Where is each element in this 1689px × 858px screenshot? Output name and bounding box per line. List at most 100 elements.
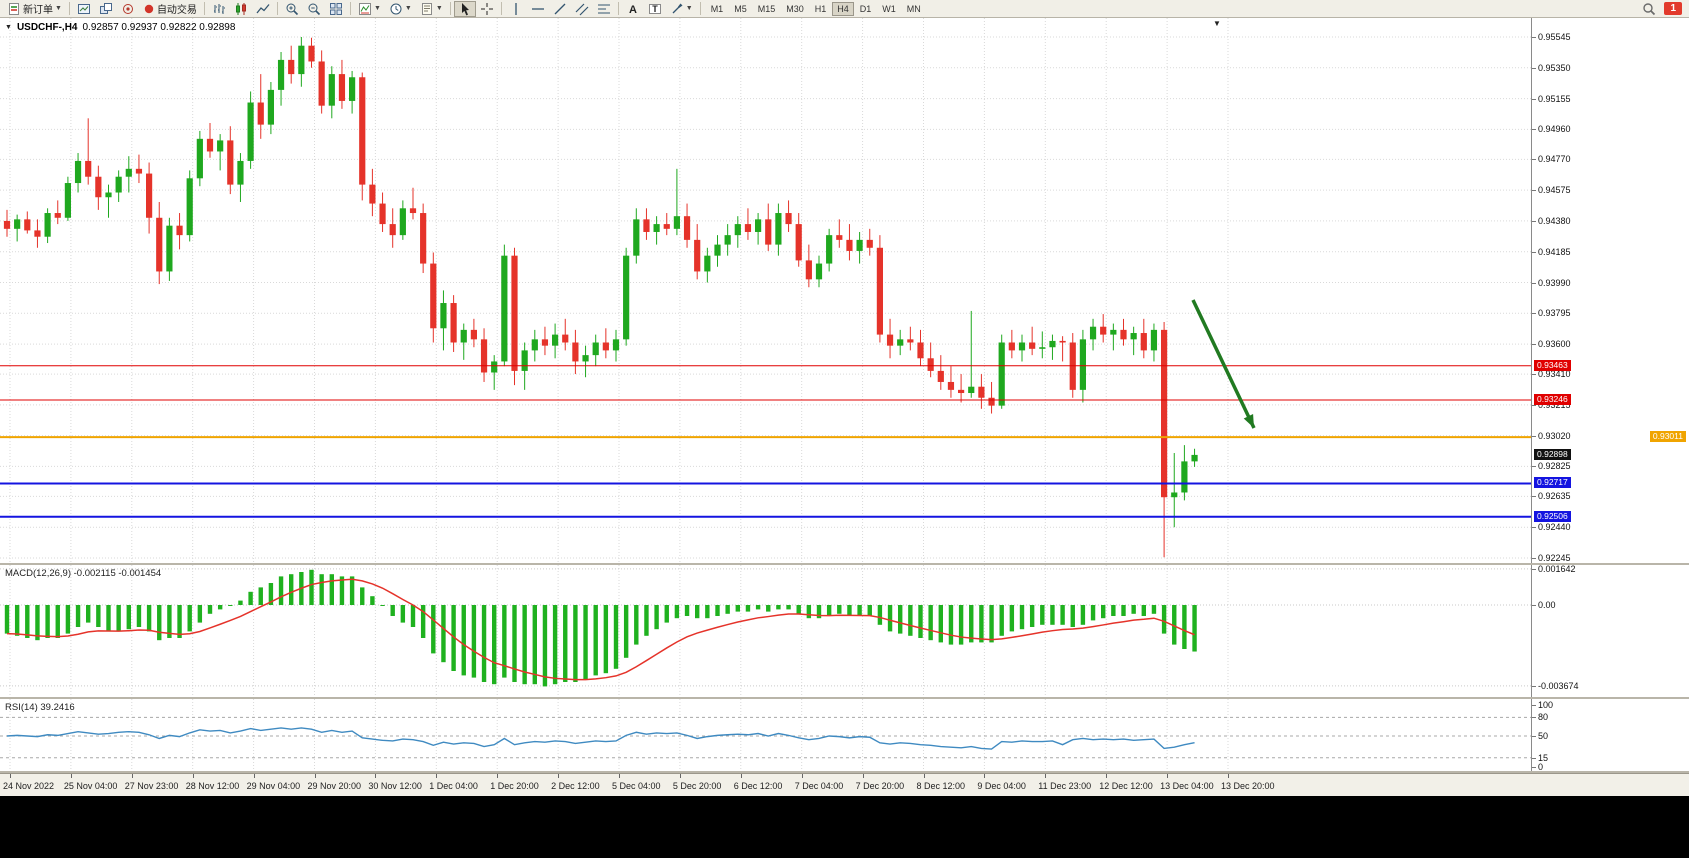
timeframe-m5[interactable]: M5 bbox=[734, 3, 747, 14]
time-tick bbox=[740, 774, 742, 778]
price-line-badge-resistance-lower[interactable]: 0.93246 bbox=[1534, 393, 1571, 405]
time-tick bbox=[1167, 774, 1169, 778]
search-button[interactable] bbox=[1638, 1, 1660, 17]
autotrading-button[interactable]: 自动交易 bbox=[139, 1, 201, 17]
rsi-tick bbox=[1532, 736, 1536, 737]
time-axis-label: 8 Dec 12:00 bbox=[916, 781, 966, 791]
timeframe-h1[interactable]: H1 bbox=[814, 3, 827, 14]
time-axis-label: 27 Nov 23:00 bbox=[124, 781, 179, 791]
zoom-out-button[interactable] bbox=[303, 1, 325, 17]
timeframe-mn[interactable]: MN bbox=[906, 3, 921, 14]
chart-menu-icon[interactable]: ▼ bbox=[5, 24, 12, 31]
candlestick-chart[interactable] bbox=[0, 18, 1531, 563]
price-scale[interactable]: 0.95545 0.95350 0.95155 0.94960 0.94770 0.945… bbox=[1531, 18, 1689, 563]
time-axis-label: 29 Nov 04:00 bbox=[246, 781, 301, 791]
arrows-tool[interactable]: ▼ bbox=[666, 1, 697, 17]
candle-chart-button[interactable] bbox=[230, 1, 252, 17]
time-axis-label: 24 Nov 2022 bbox=[3, 781, 55, 791]
notification-badge[interactable]: 1 bbox=[1664, 2, 1682, 15]
price-line-badge-orange-pivot[interactable]: 0.93011 bbox=[1649, 431, 1686, 443]
price-tick-label: 0.92245 bbox=[1538, 553, 1571, 563]
indicators-button[interactable]: ▼ bbox=[354, 1, 385, 17]
profiles-button[interactable] bbox=[95, 1, 117, 17]
time-axis-label: 1 Dec 20:00 bbox=[490, 781, 539, 791]
search-icon bbox=[1642, 2, 1656, 16]
timeframe-h4[interactable]: H4 bbox=[832, 1, 854, 16]
price-line-badge-resistance-upper[interactable]: 0.93463 bbox=[1534, 359, 1571, 371]
time-axis-label: 12 Dec 12:00 bbox=[1099, 781, 1153, 791]
macd-tick bbox=[1532, 605, 1536, 606]
periods-button[interactable]: ▼ bbox=[385, 1, 416, 17]
line-chart-button[interactable] bbox=[252, 1, 274, 17]
time-tick bbox=[679, 774, 681, 778]
timeframe-m30[interactable]: M30 bbox=[786, 3, 804, 14]
price-tick bbox=[1532, 313, 1536, 315]
price-tick bbox=[1532, 159, 1536, 161]
time-tick bbox=[436, 774, 438, 778]
chevron-down-icon: ▼ bbox=[435, 5, 443, 12]
channel-tool[interactable] bbox=[571, 1, 593, 17]
time-tick bbox=[10, 774, 11, 778]
time-axis-label: 13 Dec 04:00 bbox=[1160, 781, 1214, 791]
crosshair-tool-button[interactable] bbox=[476, 1, 498, 17]
price-tick-label: 0.95155 bbox=[1538, 93, 1571, 104]
macd-plot[interactable] bbox=[0, 565, 1531, 697]
price-tick-label: 0.94380 bbox=[1538, 215, 1571, 226]
price-tick bbox=[1532, 344, 1536, 346]
time-axis[interactable]: 24 Nov 2022 25 Nov 04:00 27 Nov 23:00 28 No… bbox=[0, 773, 1689, 796]
price-line-badge-support-lower[interactable]: 0.92506 bbox=[1534, 510, 1571, 522]
time-axis-label: 9 Dec 04:00 bbox=[977, 781, 1026, 791]
alerts-button[interactable] bbox=[117, 1, 139, 17]
price-tick-label: 0.95545 bbox=[1538, 32, 1571, 42]
ohlc-values: 0.92857 0.92937 0.92822 0.92898 bbox=[82, 22, 236, 33]
timeframe-d1[interactable]: D1 bbox=[859, 3, 872, 14]
candle-chart-icon bbox=[234, 2, 248, 16]
chart-shift-marker[interactable]: ▼ bbox=[1213, 19, 1221, 28]
separator bbox=[349, 2, 351, 15]
separator bbox=[276, 2, 278, 15]
panel-splitter[interactable] bbox=[0, 563, 1689, 565]
macd-values: -0.002115 -0.001454 bbox=[73, 568, 162, 579]
chevron-down-icon: ▼ bbox=[373, 5, 381, 12]
new-order-button[interactable]: 新订单 ▼ bbox=[3, 1, 66, 17]
macd-scale[interactable]: 0.001642 0.00 -0.003674 bbox=[1531, 565, 1689, 697]
time-axis-label: 11 Dec 23:00 bbox=[1038, 781, 1092, 791]
price-line-badge-support-upper[interactable]: 0.92717 bbox=[1534, 477, 1571, 489]
profiles-icon bbox=[99, 2, 113, 16]
cursor-icon bbox=[458, 2, 472, 16]
timeframe-m15[interactable]: M15 bbox=[757, 3, 776, 14]
zoom-in-button[interactable] bbox=[281, 1, 303, 17]
rsi-scale[interactable]: 100 80 50 15 0 bbox=[1531, 699, 1689, 771]
svg-text:A: A bbox=[629, 4, 637, 16]
template-icon bbox=[420, 2, 434, 16]
fibonacci-tool[interactable] bbox=[593, 1, 615, 17]
templates-button[interactable]: ▼ bbox=[416, 1, 447, 17]
separator bbox=[699, 2, 701, 15]
text-tool[interactable]: A bbox=[622, 1, 644, 17]
timeframe-m1[interactable]: M1 bbox=[710, 3, 724, 14]
horizontal-line-tool[interactable] bbox=[527, 1, 549, 17]
price-tick-label: 0.92440 bbox=[1538, 522, 1571, 533]
time-axis-label: 6 Dec 12:00 bbox=[733, 781, 783, 791]
rsi-plot[interactable] bbox=[0, 699, 1531, 771]
vertical-line-tool[interactable] bbox=[505, 1, 527, 17]
timeframe-w1[interactable]: W1 bbox=[882, 3, 896, 14]
new-chart-button[interactable] bbox=[73, 1, 95, 17]
annotation-arrow[interactable] bbox=[1191, 299, 1256, 429]
time-axis-label: 25 Nov 04:00 bbox=[63, 781, 118, 791]
trendline-tool[interactable] bbox=[549, 1, 571, 17]
new-order-icon bbox=[7, 2, 21, 16]
time-axis-label: 7 Dec 20:00 bbox=[855, 781, 905, 791]
price-tick-label: 0.92635 bbox=[1538, 491, 1571, 502]
new-order-label: 新订单 bbox=[23, 5, 53, 16]
bar-chart-button[interactable] bbox=[208, 1, 230, 17]
text-label-tool[interactable]: T bbox=[644, 1, 666, 17]
price-tick-label: 0.94575 bbox=[1538, 185, 1571, 196]
tile-windows-button[interactable] bbox=[325, 1, 347, 17]
panel-splitter[interactable] bbox=[0, 697, 1689, 699]
indicators-icon bbox=[358, 2, 372, 16]
rsi-tick-label: 50 bbox=[1538, 731, 1549, 741]
separator bbox=[68, 2, 70, 15]
panel-splitter[interactable] bbox=[0, 771, 1689, 773]
cursor-tool-button[interactable] bbox=[453, 0, 476, 17]
